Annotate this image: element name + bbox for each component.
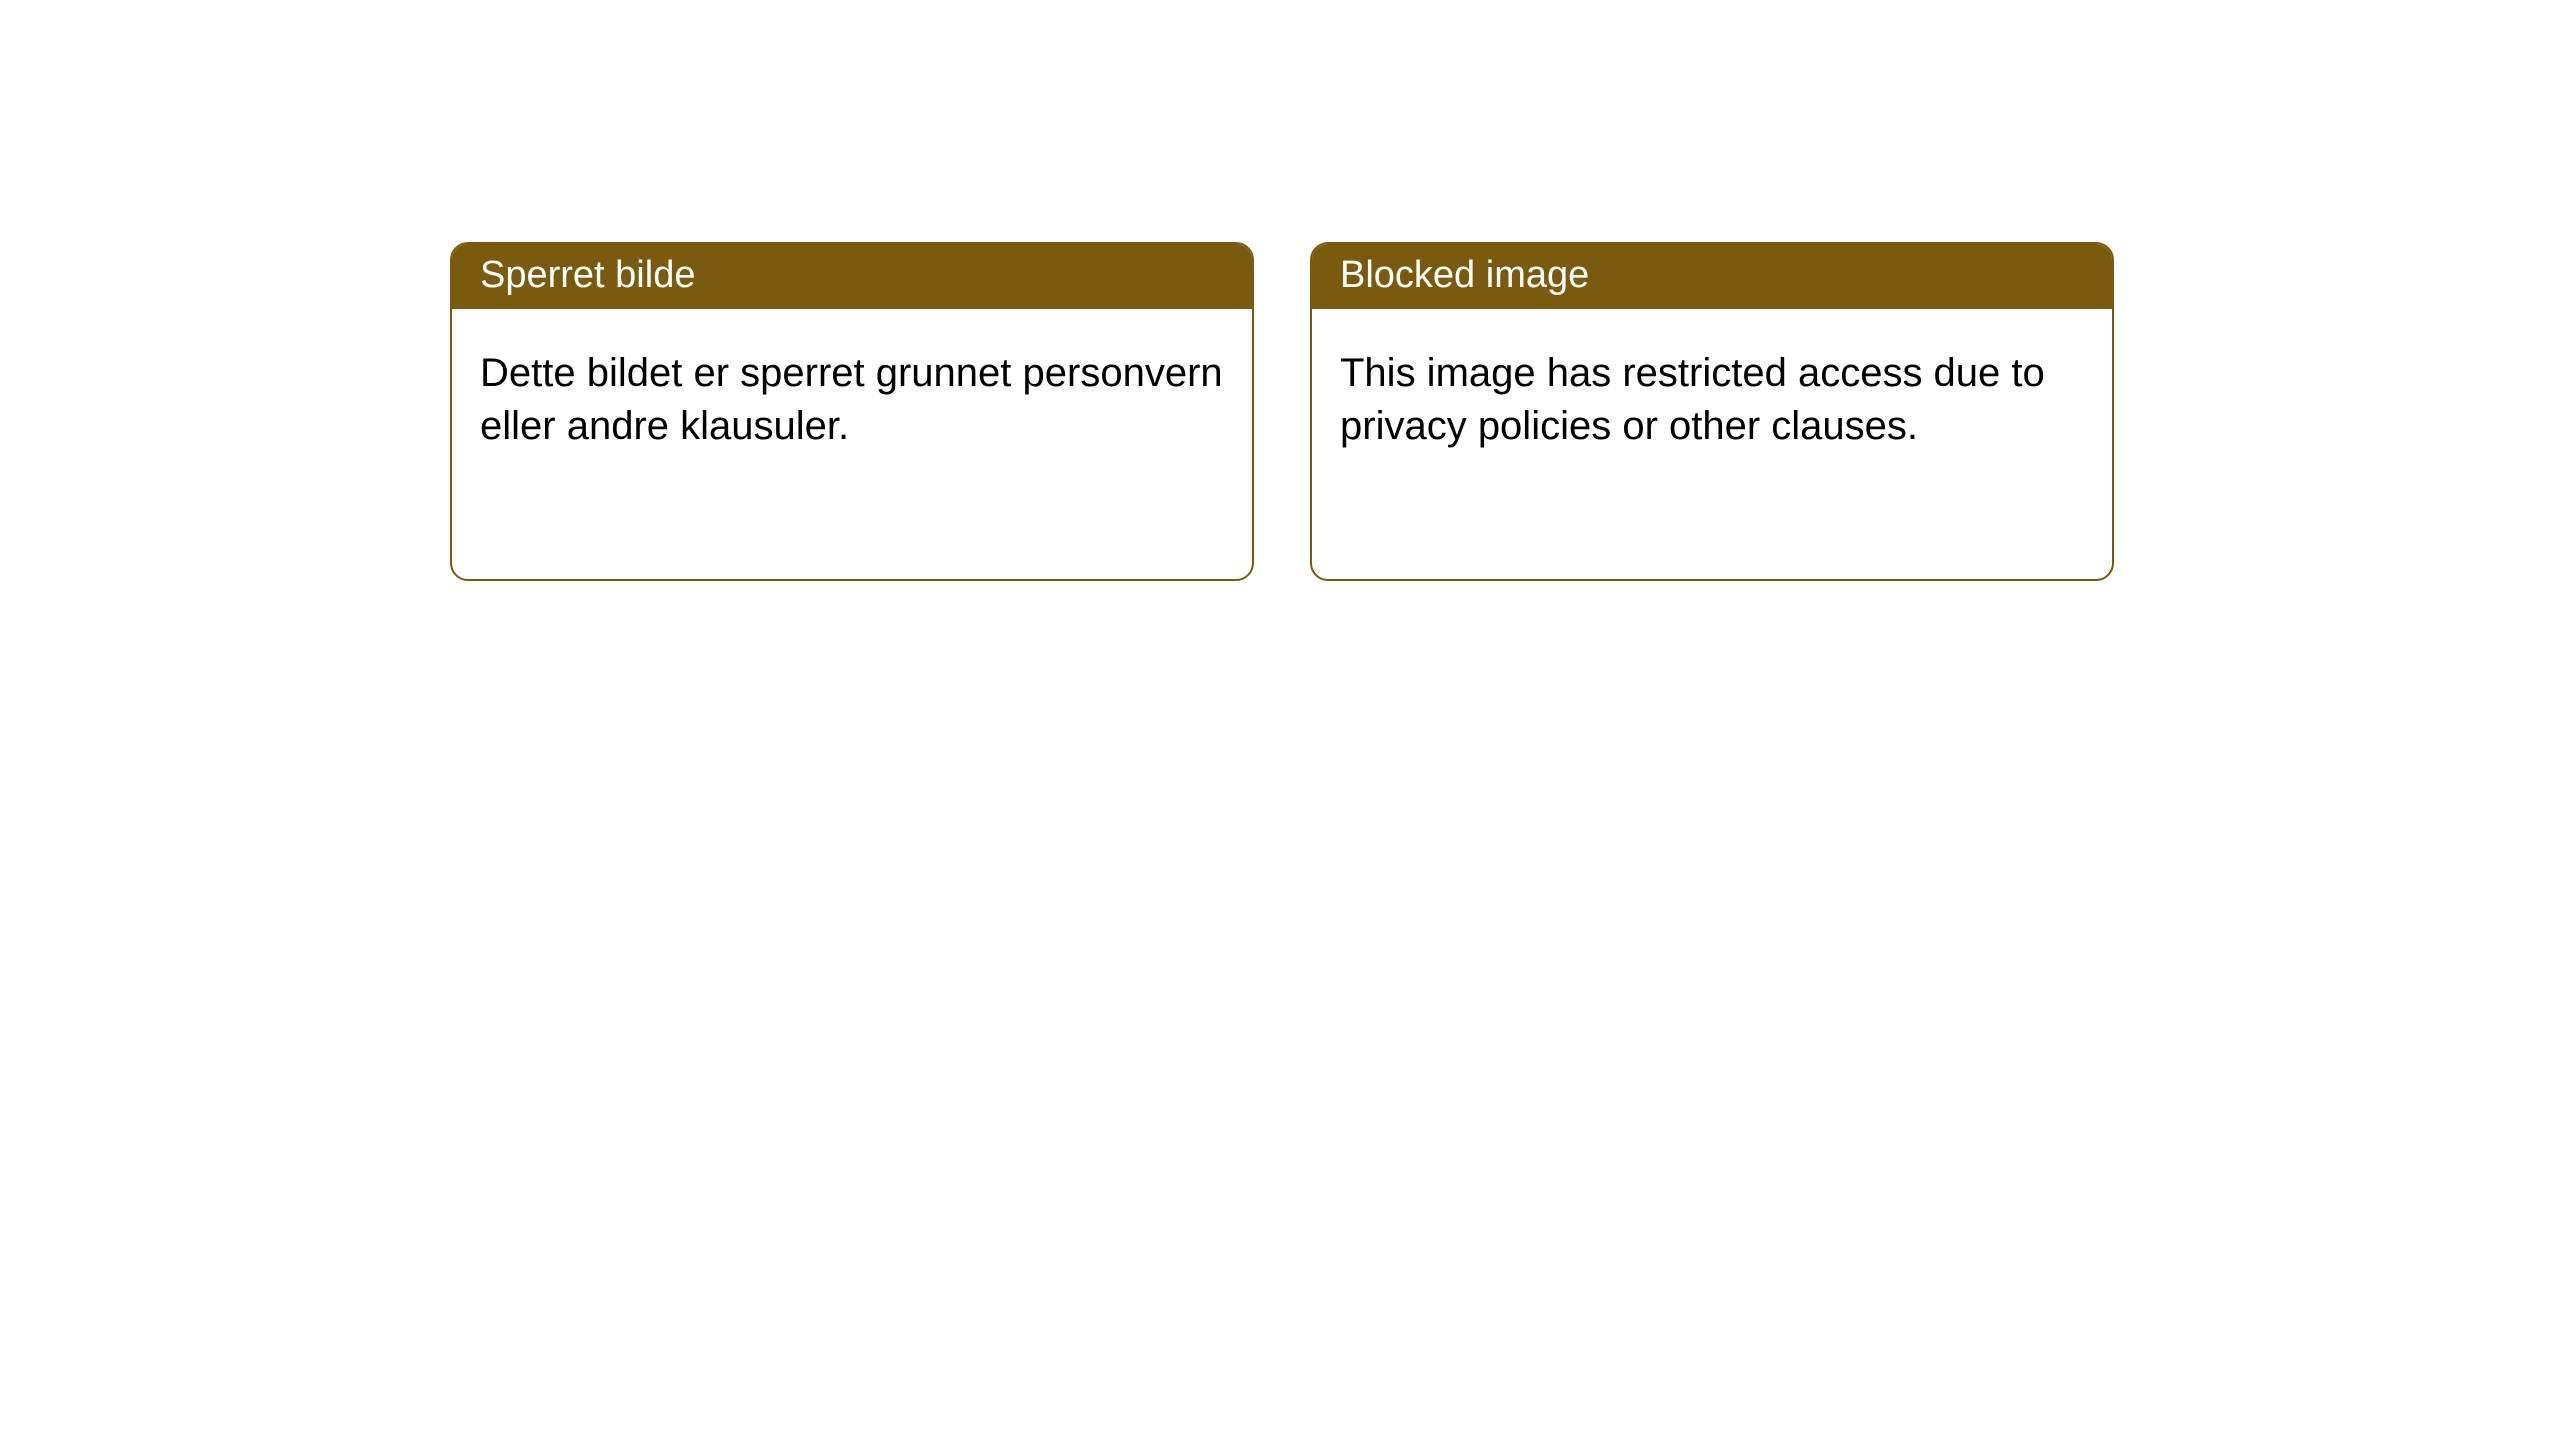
notice-card-norwegian: Sperret bilde Dette bildet er sperret gr… <box>450 242 1254 581</box>
notice-body: This image has restricted access due to … <box>1312 309 2112 579</box>
notice-body: Dette bildet er sperret grunnet personve… <box>452 309 1252 579</box>
notice-header: Sperret bilde <box>452 244 1252 309</box>
notice-container: Sperret bilde Dette bildet er sperret gr… <box>0 0 2560 581</box>
notice-card-english: Blocked image This image has restricted … <box>1310 242 2114 581</box>
notice-header: Blocked image <box>1312 244 2112 309</box>
